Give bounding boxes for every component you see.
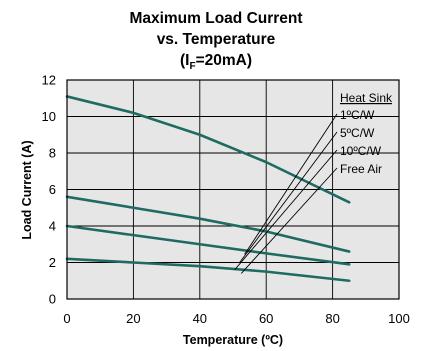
legend-pointer-3 [234, 149, 338, 271]
x-tick-labels: 0 20 40 60 80 100 [63, 311, 409, 326]
chart-title-line-3: (IF=20mA) [180, 52, 252, 72]
legend-entry-2: 5ºC/W [340, 126, 375, 140]
y-tick-label: 0 [49, 292, 56, 307]
y-tick-label: 12 [42, 73, 56, 88]
legend: Heat Sink 1ºC/W 5ºC/W 10ºC/W Free Air [340, 91, 393, 176]
legend-pointer-1 [244, 113, 338, 255]
y-tick-label: 10 [42, 109, 56, 124]
chart-title-line-2: vs. Temperature [157, 31, 276, 48]
legend-pointer-2 [239, 131, 338, 263]
series-line-4 [65, 257, 351, 283]
x-tick-label: 80 [325, 311, 339, 326]
legend-pointers [234, 113, 338, 274]
series-line-3 [65, 224, 351, 266]
y-tick-label: 6 [49, 182, 56, 197]
x-tick-label: 100 [388, 311, 410, 326]
x-tick-label: 0 [63, 311, 70, 326]
x-tick-label: 60 [259, 311, 273, 326]
legend-title: Heat Sink [340, 91, 393, 105]
plot-border [66, 79, 400, 300]
x-tick-label: 20 [126, 311, 140, 326]
y-tick-label: 8 [49, 146, 56, 161]
y-tick-label: 2 [49, 255, 56, 270]
legend-entry-4: Free Air [340, 162, 382, 176]
legend-pointer-4 [240, 167, 338, 274]
title-param-subscript: F [189, 61, 195, 72]
x-axis-label: Temperature (ºC) [183, 333, 283, 347]
chart-title-line-1: Maximum Load Current [129, 10, 302, 27]
y-tick-label: 4 [49, 219, 56, 234]
title-param-close: =20mA) [196, 52, 252, 69]
series-line-1 [65, 95, 351, 204]
title-param-open: (I [180, 52, 189, 69]
y-tick-labels: 0 2 4 6 8 10 12 [42, 73, 56, 307]
series-line-2 [65, 195, 351, 253]
x-tick-label: 40 [193, 311, 207, 326]
y-axis-label: Load Current (A) [20, 140, 34, 239]
series-layer [65, 95, 351, 283]
legend-entry-3: 10ºC/W [340, 144, 382, 158]
legend-entry-1: 1ºC/W [340, 108, 375, 122]
